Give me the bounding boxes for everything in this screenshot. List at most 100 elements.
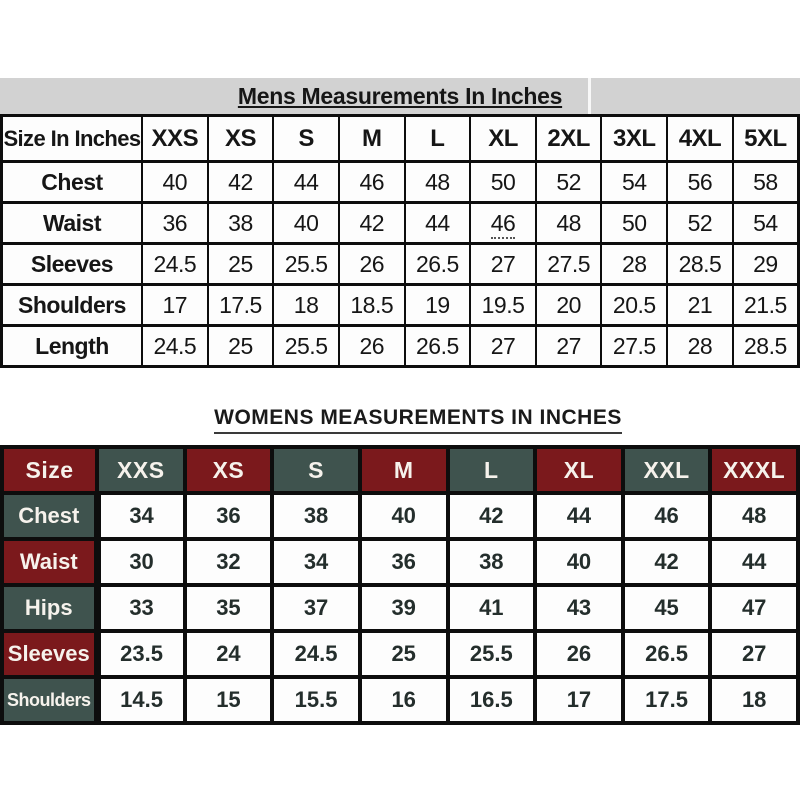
mens-cell-value: 25.5	[284, 250, 328, 277]
mens-cell-value: 50	[622, 209, 647, 236]
womens-table-cell: 23.5	[95, 629, 187, 679]
mens-cell-value: 52	[556, 168, 581, 195]
mens-cell-value: 28	[622, 250, 647, 277]
mens-table-cell: 26	[337, 324, 406, 368]
mens-table-cell: 21	[666, 283, 734, 327]
mens-cell-value: 29	[753, 250, 778, 277]
womens-table-row: Sleeves 23.5 24 24.5 25 25.5 26 26.5 27	[0, 629, 800, 679]
mens-chart-title: Mens Measurements In Inches	[237, 82, 563, 109]
mens-cell-value: 28.5	[744, 332, 787, 359]
mens-cell-value: 28.5	[678, 250, 722, 277]
mens-table-cell: 20	[534, 283, 603, 327]
mens-cell-value: 25.5	[284, 332, 328, 359]
womens-table-cell: 34	[95, 491, 187, 541]
mens-table-cell: 28	[600, 242, 669, 286]
mens-cell-value: 20.5	[612, 291, 656, 318]
womens-table-cell: 15.5	[270, 675, 362, 725]
womens-size-col-header: XL	[533, 445, 625, 495]
mens-cell-value: 56	[687, 168, 713, 195]
mens-cell-value: 42	[359, 209, 385, 236]
womens-table-cell: 38	[270, 491, 362, 541]
mens-size-col-header: 2XL	[534, 114, 603, 163]
mens-table-cell: 52	[666, 201, 734, 245]
mens-table-cell: 25	[206, 324, 275, 368]
mens-table-cell: 20.5	[600, 283, 669, 327]
womens-row-label: Chest	[0, 491, 101, 541]
mens-size-col-header: 3XL	[600, 114, 669, 163]
mens-size-col-header: M	[337, 114, 406, 163]
mens-table-cell: 54	[600, 160, 669, 204]
mens-size-col-header: XS	[206, 114, 275, 163]
mens-cell-value: 27	[556, 332, 581, 359]
womens-table-row: Shoulders 14.5 15 15.5 16 16.5 17 17.5 18	[0, 675, 800, 725]
mens-table-head: Size In Inches XXS XS S M L XL 2XL 3XL 4XL 5XL	[0, 114, 800, 163]
mens-cell-value: 27.5	[547, 250, 591, 277]
mens-cell-value: 36	[162, 209, 188, 236]
womens-table-row: Hips 33 35 37 39 41 43 45 47	[0, 583, 800, 633]
mens-table-cell: 42	[337, 201, 406, 245]
mens-table-cell: 26	[337, 242, 406, 286]
mens-table-cell: 24.5	[141, 324, 209, 368]
mens-cell-value: 25	[228, 332, 253, 359]
mens-table-cell: 25.5	[272, 242, 340, 286]
mens-table-cell: 19.5	[469, 283, 537, 327]
womens-table-cell: 44	[533, 491, 625, 541]
mens-row-label: Length	[0, 324, 143, 368]
mens-table-cell: 50	[469, 160, 537, 204]
womens-table-cell: 17.5	[620, 675, 713, 725]
mens-table-cell: 26.5	[403, 324, 472, 368]
mens-table-cell: 18.5	[337, 283, 406, 327]
womens-table-cell: 36	[357, 537, 450, 587]
mens-cell-value: 20	[556, 291, 581, 318]
womens-size-col-header: L	[445, 445, 538, 495]
mens-table-row: Length 24.5 25 25.5 26 26.5 27 27 27.5 28 28.5	[0, 324, 800, 368]
mens-cell-value: 46	[490, 209, 516, 239]
mens-cell-value: 18.5	[350, 291, 394, 318]
mens-size-col-header: 5XL	[731, 114, 800, 163]
mens-size-col-header: XXS	[141, 114, 209, 163]
womens-header-row: Size XXS XS S M L XL XXL XXXL	[0, 445, 800, 495]
womens-table-cell: 14.5	[95, 675, 187, 725]
womens-table-body: Chest 34 36 38 40 42 44 46 48 Waist 30 32 34 36 38 40 42…	[0, 491, 800, 725]
womens-title-wrap: WOMENS MEASUREMENTS IN INCHES	[0, 406, 800, 436]
mens-cell-value: 21.5	[744, 291, 787, 318]
mens-table-cell: 44	[403, 201, 472, 245]
mens-table-cell: 40	[141, 160, 209, 204]
mens-cell-value: 26.5	[416, 250, 459, 277]
mens-cell-value: 48	[425, 168, 450, 195]
womens-row-label: Shoulders	[0, 675, 101, 725]
mens-size-col-header: 4XL	[666, 114, 734, 163]
mens-cell-value: 40	[162, 168, 188, 195]
womens-table-cell: 17	[533, 675, 625, 725]
mens-table-cell: 28	[666, 324, 734, 368]
mens-cell-value: 58	[753, 168, 778, 195]
womens-table-cell: 42	[620, 537, 713, 587]
womens-size-col-header: S	[270, 445, 362, 495]
mens-size-table: Size In Inches XXS XS S M L XL 2XL 3XL 4XL 5XL Che…	[0, 114, 800, 368]
womens-table-cell: 42	[445, 491, 538, 541]
womens-table-cell: 24	[182, 629, 275, 679]
mens-table-cell: 40	[272, 201, 340, 245]
womens-table-cell: 41	[445, 583, 538, 633]
womens-size-table: Size XXS XS S M L XL XXL XXXL Chest 34 36 38 40 42 44 4…	[0, 445, 800, 725]
mens-cell-value: 54	[753, 209, 778, 236]
mens-table-cell: 25.5	[272, 324, 340, 368]
mens-header-row: Size In Inches XXS XS S M L XL 2XL 3XL 4XL 5XL	[0, 114, 800, 163]
womens-size-label-header: Size	[0, 445, 99, 495]
mens-cell-value: 26.5	[416, 332, 459, 359]
mens-table-cell: 18	[272, 283, 340, 327]
mens-table-cell: 28.5	[666, 242, 734, 286]
mens-cell-value: 26	[359, 332, 385, 359]
mens-table-row: Waist 36 38 40 42 44 46 48 50 52 54	[0, 201, 800, 245]
mens-cell-value: 19.5	[481, 291, 525, 318]
mens-row-label: Sleeves	[0, 242, 143, 286]
womens-row-label: Waist	[0, 537, 101, 587]
womens-table-cell: 15	[182, 675, 275, 725]
womens-size-col-header: XXXL	[708, 445, 800, 495]
mens-cell-value: 21	[687, 291, 713, 318]
womens-table-cell: 34	[270, 537, 362, 587]
womens-table-head: Size XXS XS S M L XL XXL XXXL	[0, 445, 800, 495]
mens-table-cell: 56	[666, 160, 734, 204]
womens-table-cell: 35	[182, 583, 275, 633]
